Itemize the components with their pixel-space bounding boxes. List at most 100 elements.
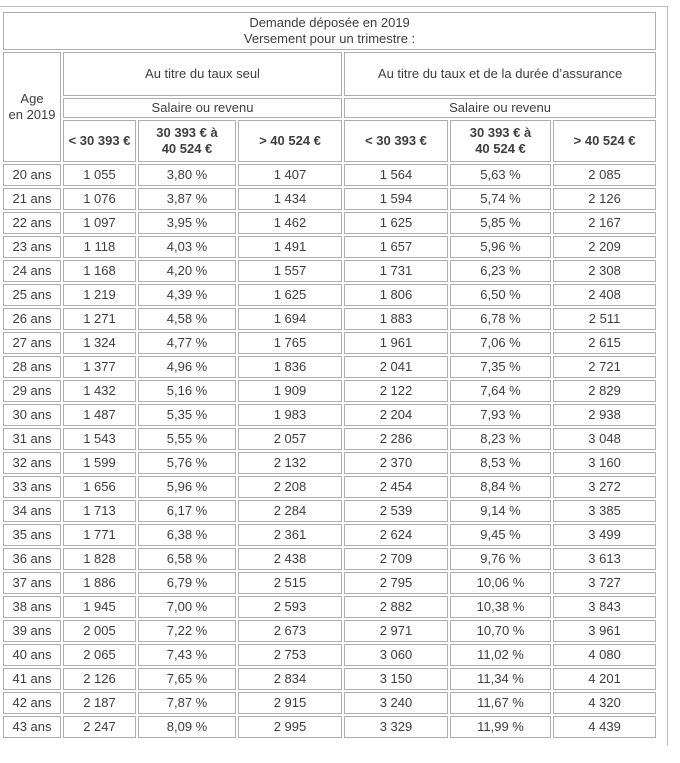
table-row: 37 ans 1 886 6,79 % 2 515 2 795 10,06 % 3 727 — [3, 572, 657, 594]
value-cell: 1 271 — [63, 308, 136, 330]
range-header-gt-right: > 40 524 € — [553, 120, 657, 162]
table-subtitle: Versement pour un trimestre : — [243, 31, 416, 46]
value-cell: 5,55 % — [138, 428, 236, 450]
value-cell: 4,03 % — [138, 236, 236, 258]
age-cell: 23 ans — [3, 236, 61, 258]
value-cell: 5,35 % — [138, 404, 236, 426]
value-cell: 2 132 — [238, 452, 342, 474]
table-row: 33 ans 1 656 5,96 % 2 208 2 454 8,84 % 3 272 — [3, 476, 657, 498]
table-row: 40 ans 2 065 7,43 % 2 753 3 060 11,02 % 4 080 — [3, 644, 657, 666]
value-cell: 1 564 — [344, 164, 448, 186]
value-cell: 2 511 — [553, 308, 657, 330]
value-cell: 1 657 — [344, 236, 448, 258]
value-cell: 6,50 % — [450, 284, 551, 306]
value-cell: 2 915 — [238, 692, 342, 714]
value-cell: 7,87 % — [138, 692, 236, 714]
age-cell: 40 ans — [3, 644, 61, 666]
value-cell: 2 995 — [238, 716, 342, 738]
subgroup-header-row: Salaire ou revenu Salaire ou revenu — [3, 98, 657, 118]
value-cell: 1 599 — [63, 452, 136, 474]
value-cell: 2 041 — [344, 356, 448, 378]
table-header: Demande déposée en 2019 Versement pour u… — [3, 12, 657, 162]
value-cell: 2 438 — [238, 548, 342, 570]
age-cell: 31 ans — [3, 428, 61, 450]
table-row: 24 ans 1 168 4,20 % 1 557 1 731 6,23 % 2 308 — [3, 260, 657, 282]
value-cell: 7,43 % — [138, 644, 236, 666]
value-cell: 2 834 — [238, 668, 342, 690]
table-row: 32 ans 1 599 5,76 % 2 132 2 370 8,53 % 3 160 — [3, 452, 657, 474]
age-cell: 35 ans — [3, 524, 61, 546]
value-cell: 8,09 % — [138, 716, 236, 738]
value-cell: 2 126 — [63, 668, 136, 690]
value-cell: 1 543 — [63, 428, 136, 450]
value-cell: 2 065 — [63, 644, 136, 666]
value-cell: 10,70 % — [450, 620, 551, 642]
value-cell: 2 624 — [344, 524, 448, 546]
value-cell: 3 613 — [553, 548, 657, 570]
value-cell: 4,58 % — [138, 308, 236, 330]
value-cell: 1 886 — [63, 572, 136, 594]
value-cell: 9,45 % — [450, 524, 551, 546]
table-row: 30 ans 1 487 5,35 % 1 983 2 204 7,93 % 2 938 — [3, 404, 657, 426]
value-cell: 1 487 — [63, 404, 136, 426]
value-cell: 5,96 % — [450, 236, 551, 258]
value-cell: 2 167 — [553, 212, 657, 234]
value-cell: 1 945 — [63, 596, 136, 618]
value-cell: 3 240 — [344, 692, 448, 714]
value-cell: 3 060 — [344, 644, 448, 666]
value-cell: 2 971 — [344, 620, 448, 642]
value-cell: 3 272 — [553, 476, 657, 498]
value-cell: 1 434 — [238, 188, 342, 210]
value-cell: 3 727 — [553, 572, 657, 594]
value-cell: 2 122 — [344, 380, 448, 402]
table-title: Demande déposée en 2019 — [249, 15, 410, 30]
age-cell: 38 ans — [3, 596, 61, 618]
value-cell: 2 593 — [238, 596, 342, 618]
value-cell: 3,80 % — [138, 164, 236, 186]
value-cell: 1 219 — [63, 284, 136, 306]
group-header-taux-seul: Au titre du taux seul — [63, 52, 342, 96]
value-cell: 3 843 — [553, 596, 657, 618]
value-cell: 2 882 — [344, 596, 448, 618]
value-cell: 2 721 — [553, 356, 657, 378]
value-cell: 8,84 % — [450, 476, 551, 498]
value-cell: 1 407 — [238, 164, 342, 186]
table-row: 28 ans 1 377 4,96 % 1 836 2 041 7,35 % 2 721 — [3, 356, 657, 378]
value-cell: 1 055 — [63, 164, 136, 186]
value-cell: 4,77 % — [138, 332, 236, 354]
value-cell: 5,74 % — [450, 188, 551, 210]
value-cell: 6,17 % — [138, 500, 236, 522]
title-row: Demande déposée en 2019 Versement pour u… — [3, 12, 657, 50]
value-cell: 3 499 — [553, 524, 657, 546]
value-cell: 2 795 — [344, 572, 448, 594]
value-cell: 1 625 — [238, 284, 342, 306]
value-cell: 3,95 % — [138, 212, 236, 234]
value-cell: 1 883 — [344, 308, 448, 330]
value-cell: 8,23 % — [450, 428, 551, 450]
value-cell: 1 656 — [63, 476, 136, 498]
value-cell: 2 204 — [344, 404, 448, 426]
value-cell: 3,87 % — [138, 188, 236, 210]
range-header-lt-right: < 30 393 € — [344, 120, 448, 162]
value-cell: 4,39 % — [138, 284, 236, 306]
subgroup-header-salaire-left: Salaire ou revenu — [63, 98, 342, 118]
value-cell: 2 615 — [553, 332, 657, 354]
value-cell: 2 370 — [344, 452, 448, 474]
value-cell: 6,23 % — [450, 260, 551, 282]
value-cell: 11,67 % — [450, 692, 551, 714]
age-cell: 21 ans — [3, 188, 61, 210]
value-cell: 1 694 — [238, 308, 342, 330]
value-cell: 1 765 — [238, 332, 342, 354]
value-cell: 1 713 — [63, 500, 136, 522]
table-row: 34 ans 1 713 6,17 % 2 284 2 539 9,14 % 3 385 — [3, 500, 657, 522]
value-cell: 1 909 — [238, 380, 342, 402]
value-cell: 1 625 — [344, 212, 448, 234]
value-cell: 1 462 — [238, 212, 342, 234]
value-cell: 4 320 — [553, 692, 657, 714]
age-cell: 39 ans — [3, 620, 61, 642]
value-cell: 6,38 % — [138, 524, 236, 546]
table-row: 39 ans 2 005 7,22 % 2 673 2 971 10,70 % 3 961 — [3, 620, 657, 642]
value-cell: 3 329 — [344, 716, 448, 738]
bareme-table: Demande déposée en 2019 Versement pour u… — [1, 10, 658, 740]
value-cell: 2 126 — [553, 188, 657, 210]
